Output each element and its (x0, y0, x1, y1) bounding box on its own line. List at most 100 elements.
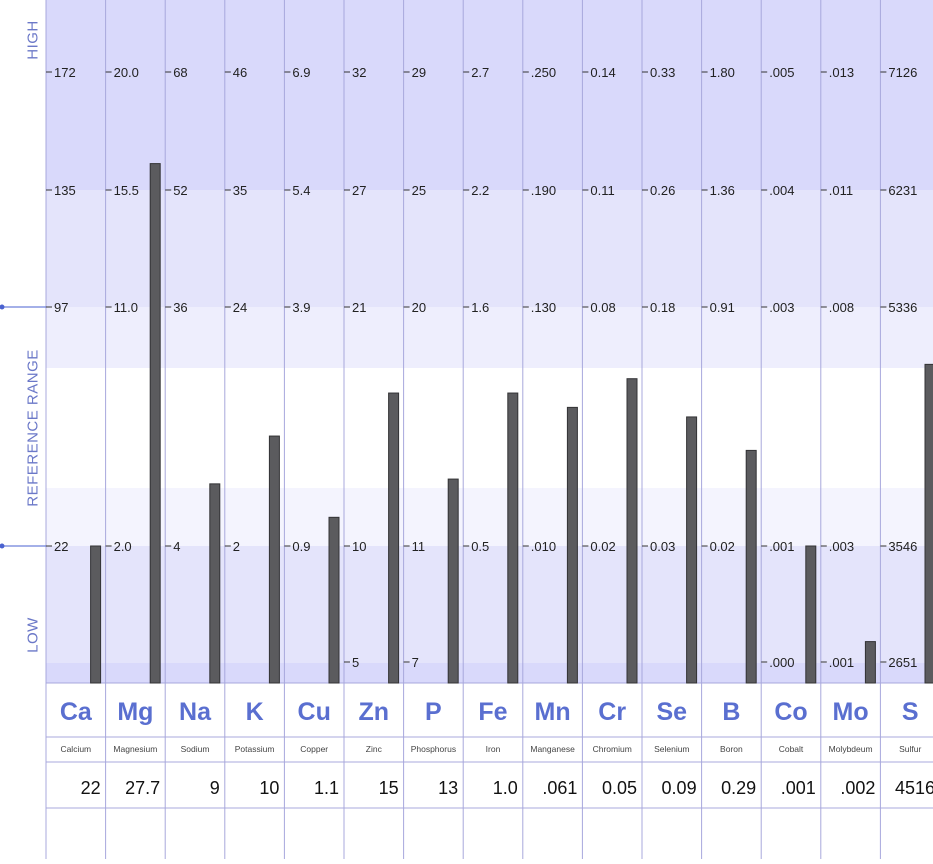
element-symbol: K (246, 698, 264, 726)
element-name: Boron (720, 744, 743, 754)
tick-label: 0.11 (590, 183, 614, 198)
element-column-sulfur: 7126 6231 5336 3546 2651 S Sulfur 4516 (880, 65, 933, 798)
element-name: Magnesium (113, 744, 157, 754)
measured-value: 15 (379, 778, 399, 798)
measured-value: .061 (542, 778, 577, 798)
tick-label: 2.2 (471, 183, 489, 198)
tick-label: 24 (233, 300, 247, 315)
tick-label: 0.18 (650, 300, 675, 315)
element-symbol: Cu (298, 698, 331, 726)
tick-label: .250 (531, 65, 556, 80)
reference-marker-dot (0, 543, 5, 549)
bar-sodium (209, 483, 221, 684)
high-label: HIGH (24, 20, 42, 60)
element-symbol: Mo (833, 698, 869, 726)
tick-label: 3546 (888, 539, 917, 554)
measured-value: 27.7 (125, 778, 160, 798)
bar-copper (328, 516, 340, 684)
tick-label: 0.33 (650, 65, 675, 80)
tick-label: 97 (54, 300, 68, 315)
tick-label: 15.5 (114, 183, 139, 198)
bar-sulfur (924, 363, 933, 684)
element-name: Selenium (654, 744, 689, 754)
bar-molybdeum (864, 641, 876, 684)
element-name: Potassium (235, 744, 275, 754)
low-tick-label: .000 (769, 655, 794, 670)
tick-label: 1.80 (710, 65, 735, 80)
band-0 (46, 0, 933, 190)
tick-label: 0.03 (650, 539, 675, 554)
tick-label: 172 (54, 65, 76, 80)
bar-magnesium (149, 163, 161, 684)
tick-label: 2.7 (471, 65, 489, 80)
tick-label: .013 (829, 65, 854, 80)
tick-label: 7126 (888, 65, 917, 80)
low-tick-label: 5 (352, 655, 359, 670)
measured-value: .002 (840, 778, 875, 798)
tick-label: 20.0 (114, 65, 139, 80)
tick-label: 0.91 (710, 300, 735, 315)
reference-range-label: REFERENCE RANGE (24, 349, 42, 507)
element-column-copper: 6.9 5.4 3.9 0.9 Cu Copper 1.1 (284, 65, 340, 798)
element-column-potassium: 46 35 24 2 K Potassium 10 (224, 65, 280, 798)
tick-label: 0.5 (471, 539, 489, 554)
element-name: Copper (300, 744, 328, 754)
measured-value: 13 (438, 778, 458, 798)
element-name: Molybdeum (829, 744, 873, 754)
tick-label: .010 (531, 539, 556, 554)
low-tick-label: 2651 (888, 655, 917, 670)
element-symbol: Mn (535, 698, 571, 726)
measured-value: 9 (210, 778, 220, 798)
tick-label: 0.9 (292, 539, 310, 554)
tick-label: 1.6 (471, 300, 489, 315)
bar-calcium (90, 545, 102, 684)
tick-label: 22 (54, 539, 68, 554)
bar-cobalt (805, 545, 817, 684)
tick-label: 21 (352, 300, 366, 315)
element-column-calcium: 172 135 97 22 Ca Calcium 22 (46, 65, 102, 798)
measured-value: 1.0 (493, 778, 518, 798)
measured-value: 1.1 (314, 778, 339, 798)
measured-value: 0.29 (721, 778, 756, 798)
tick-label: 0.26 (650, 183, 675, 198)
element-column-magnesium: 20.0 15.5 11.0 2.0 Mg Magnesium 27.7 (105, 65, 161, 798)
tick-label: 36 (173, 300, 187, 315)
tick-label: 11.0 (114, 300, 138, 315)
tick-label: .011 (829, 183, 853, 198)
element-symbol: Fe (478, 698, 507, 726)
tick-label: 10 (352, 539, 366, 554)
reference-marker-dot (0, 304, 5, 310)
tick-label: 4 (173, 539, 180, 554)
tick-label: 2.0 (114, 539, 132, 554)
element-symbol: Mg (117, 698, 153, 726)
element-name: Zinc (366, 744, 383, 754)
element-column-phosphorus: 29 25 20 11 7 P Phosphorus 13 (403, 65, 459, 798)
element-name: Sulfur (899, 744, 921, 754)
element-symbol: P (425, 698, 442, 726)
band-1 (46, 190, 933, 307)
tick-label: 6231 (888, 183, 917, 198)
element-name: Chromium (593, 744, 632, 754)
tick-label: 11 (412, 539, 426, 554)
element-name: Phosphorus (411, 744, 456, 754)
tick-label: 68 (173, 65, 187, 80)
tick-label: 2 (233, 539, 240, 554)
tick-label: .004 (769, 183, 794, 198)
element-column-selenium: 0.33 0.26 0.18 0.03 Se Selenium 0.09 (642, 65, 698, 798)
tick-label: 0.02 (710, 539, 735, 554)
element-column-iron: 2.7 2.2 1.6 0.5 Fe Iron 1.0 (463, 65, 519, 798)
element-column-chromium: 0.14 0.11 0.08 0.02 Cr Chromium 0.05 (582, 65, 638, 798)
tick-label: .130 (531, 300, 556, 315)
element-symbol: Se (657, 698, 688, 726)
bar-manganese (566, 406, 578, 684)
tick-label: 0.08 (590, 300, 615, 315)
measured-value: 22 (81, 778, 101, 798)
element-name: Sodium (181, 744, 210, 754)
tick-label: 3.9 (292, 300, 310, 315)
element-column-zinc: 32 27 21 10 5 Zn Zinc 15 (344, 65, 400, 798)
tick-label: 0.02 (590, 539, 615, 554)
element-name: Calcium (60, 744, 91, 754)
bar-zinc (388, 392, 400, 684)
element-symbol: Co (774, 698, 807, 726)
